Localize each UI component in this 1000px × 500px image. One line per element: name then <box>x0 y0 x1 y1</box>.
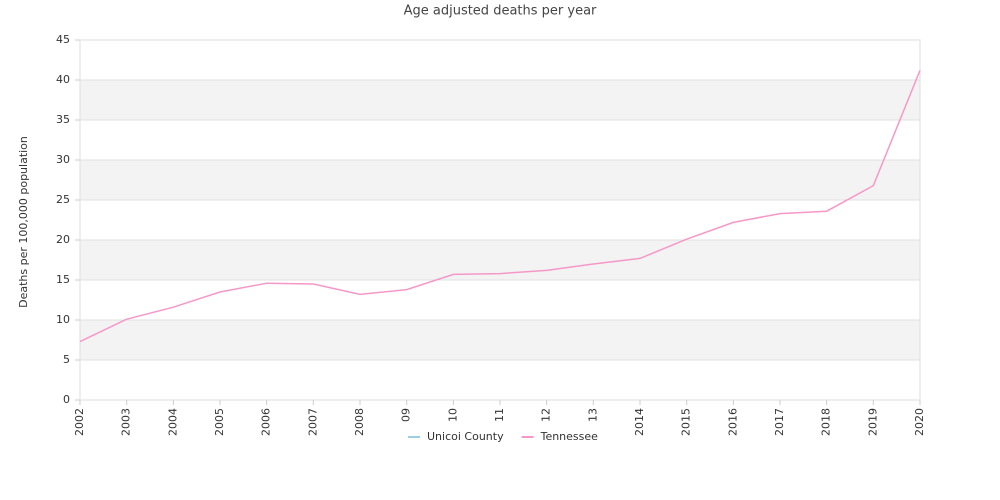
y-tick-label: 0 <box>63 393 70 406</box>
y-tick-label: 5 <box>63 353 70 366</box>
x-tick-label: 2018 <box>820 408 833 436</box>
x-tick-label: 2004 <box>166 408 179 436</box>
x-tick-label: 2005 <box>213 408 226 436</box>
legend-label: Unicoi County <box>427 430 504 443</box>
y-tick-label: 30 <box>56 153 70 166</box>
x-tick-label: 2015 <box>680 408 693 436</box>
y-tick-label: 45 <box>56 33 70 46</box>
y-tick-label: 40 <box>56 73 70 86</box>
x-tick-label: 2019 <box>866 408 879 436</box>
y-tick-label: 35 <box>56 113 70 126</box>
x-tick-label: 2002 <box>73 408 86 436</box>
grid-band <box>80 80 920 120</box>
x-tick-label: 10 <box>446 408 459 422</box>
y-axis-label: Deaths per 100,000 population <box>17 136 30 308</box>
x-tick-label: 11 <box>493 408 506 422</box>
y-tick-label: 10 <box>56 313 70 326</box>
grid-band <box>80 320 920 360</box>
y-tick-label: 15 <box>56 273 70 286</box>
x-tick-label: 2003 <box>120 408 133 436</box>
x-tick-label: 2008 <box>353 408 366 436</box>
x-tick-label: 2016 <box>726 408 739 436</box>
grid-band <box>80 160 920 200</box>
x-tick-label: 2020 <box>913 408 926 436</box>
x-tick-label: 12 <box>540 408 553 422</box>
x-tick-label: 13 <box>586 408 599 422</box>
x-tick-label: 09 <box>400 408 413 422</box>
x-tick-label: 2006 <box>260 408 273 436</box>
x-tick-label: 2017 <box>773 408 786 436</box>
y-tick-label: 20 <box>56 233 70 246</box>
x-tick-label: 2007 <box>306 408 319 436</box>
x-tick-label: 2014 <box>633 408 646 436</box>
y-tick-label: 25 <box>56 193 70 206</box>
legend-label: Tennessee <box>540 430 599 443</box>
chart-title: Age adjusted deaths per year <box>404 4 597 19</box>
series-line <box>79 70 921 343</box>
